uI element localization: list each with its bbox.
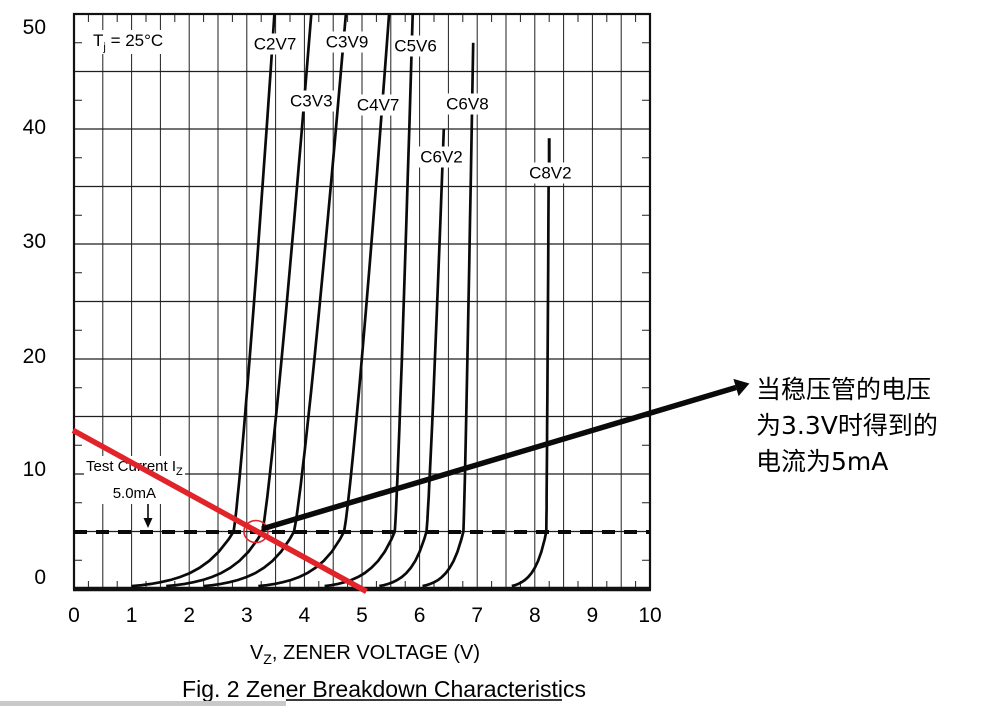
x-axis-title: VZ, ZENER VOLTAGE (V) (249, 642, 481, 667)
annotation-text-line2: 为3.3V时得到的 (756, 411, 938, 440)
x-tick-label: 0 (68, 604, 80, 627)
x-tick-label: 10 (638, 604, 662, 627)
x-tick-label: 7 (471, 604, 484, 627)
annotation-text-line1: 当稳压管的电压 (756, 375, 932, 404)
y-tick-label: 40 (22, 116, 46, 139)
x-tick-label: 2 (183, 604, 196, 627)
x-tick-label: 5 (356, 604, 368, 627)
x-tick-label: 1 (125, 604, 138, 627)
window-edge-strip (0, 701, 286, 706)
x-tick-label: 8 (528, 604, 541, 627)
window-edge-border (286, 699, 562, 706)
figure-caption: Fig. 2 Zener Breakdown Characteristics (182, 676, 586, 702)
x-tick-label: 3 (240, 604, 253, 627)
curve-label-c6v8: C6V8 (443, 93, 492, 115)
temperature-label: Tj = 25°C (88, 30, 169, 55)
x-tick-label: 4 (298, 604, 311, 627)
annotation-text-line3: 电流为5mA (756, 447, 889, 476)
curve-label-c5v6: C5V6 (391, 35, 440, 57)
test-current-label: Test Current IZ 5.0mA (84, 456, 185, 504)
curve-label-c6v2: C6V2 (417, 146, 466, 168)
y-tick-label: 20 (22, 345, 46, 368)
curve-label-c4v7: C4V7 (353, 94, 403, 116)
y-tick-label: 50 (22, 16, 46, 39)
x-tick-label: 6 (413, 604, 426, 627)
y-tick-label: 0 (34, 566, 46, 589)
curve-label-c3v9: C3V9 (322, 31, 372, 53)
y-tick-label: 30 (22, 230, 46, 253)
curve-label-c2v7: C2V7 (250, 33, 300, 55)
test-current-line2: 5.0mA (112, 485, 157, 502)
curve-label-c3v3: C3V3 (287, 90, 336, 112)
curve-label-c8v2: C8V2 (526, 162, 575, 184)
annotation-text: 当稳压管的电压 为3.3V时得到的 电流为5mA (756, 372, 938, 480)
y-tick-label: 10 (22, 458, 46, 481)
test-current-line1: Test Current IZ (86, 458, 183, 478)
x-tick-label: 9 (586, 604, 599, 627)
